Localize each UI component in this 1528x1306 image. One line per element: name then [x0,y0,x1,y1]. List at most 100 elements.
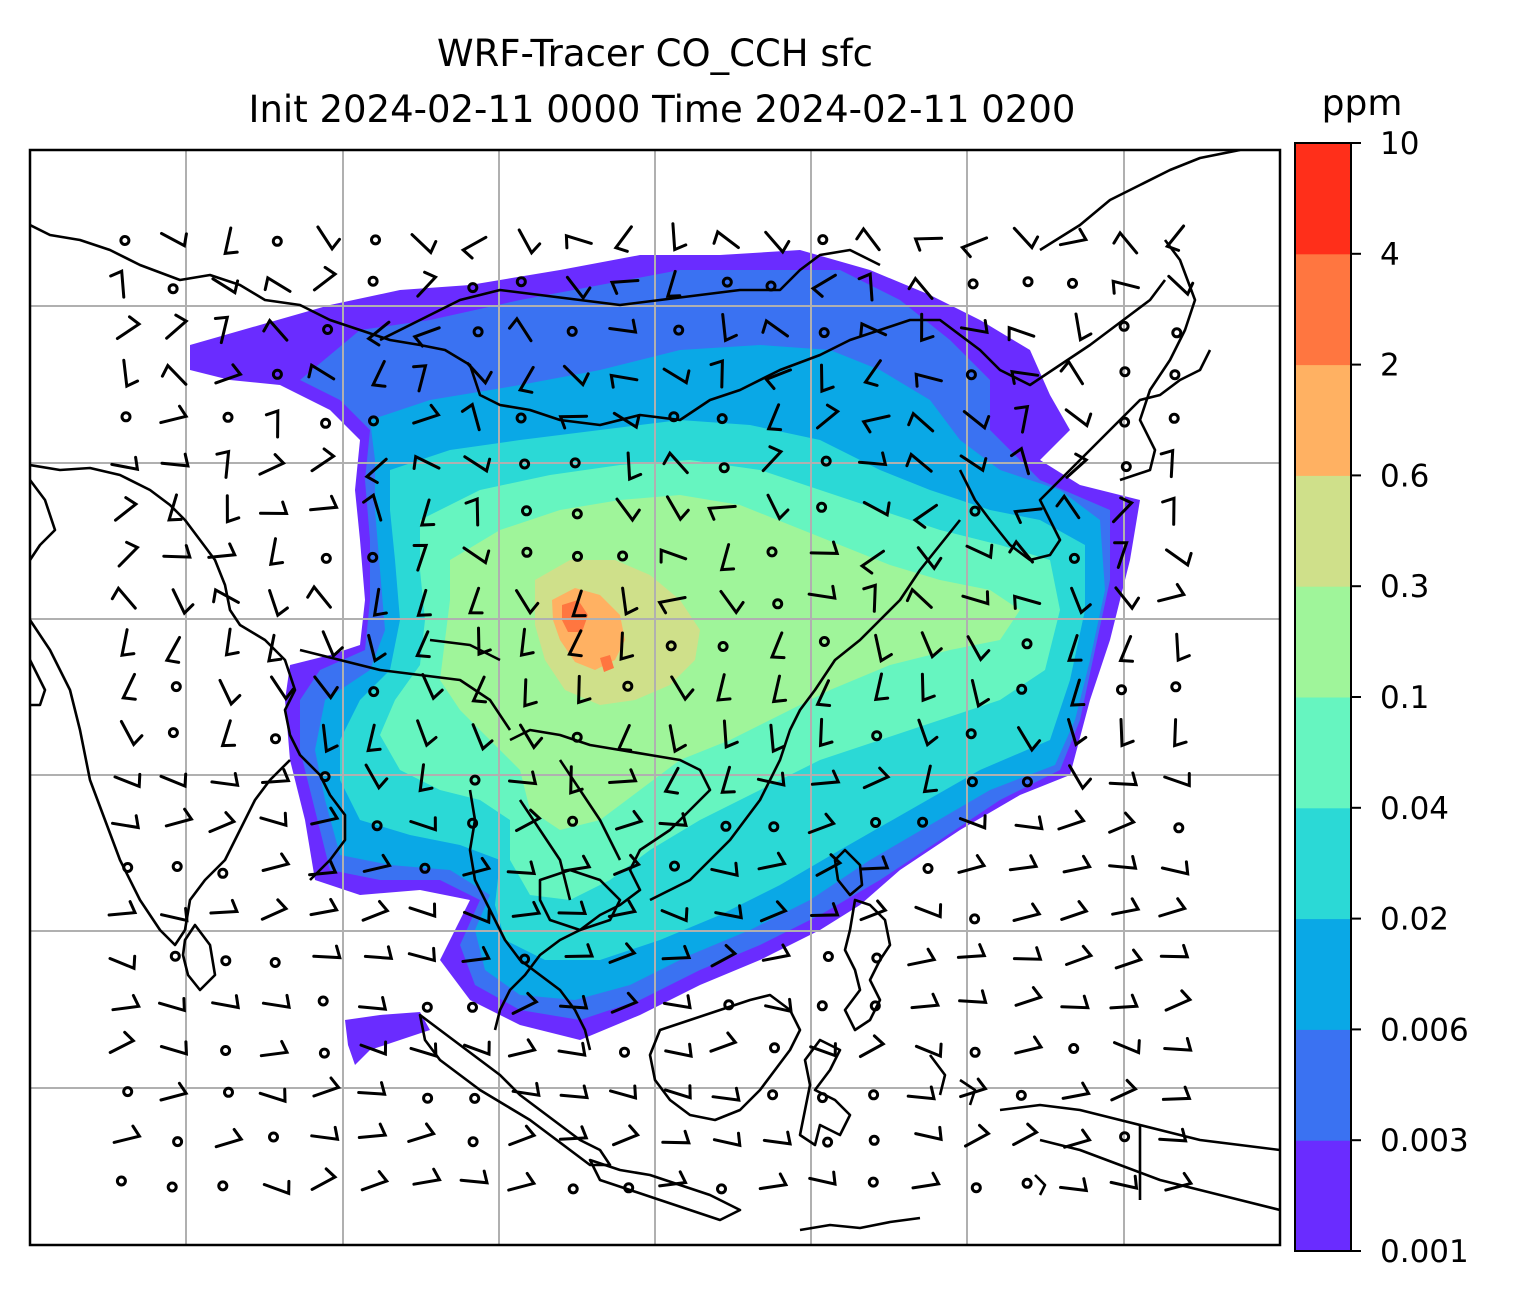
wind-barb [959,319,989,335]
wind-barb [508,770,538,786]
wind-barb [562,854,592,873]
map-panel [30,150,1280,1245]
wind-barb [810,273,837,298]
wind-barb [970,679,990,709]
calm-wind-marker [320,417,332,429]
wind-barb [859,855,890,871]
calm-wind-marker [1119,366,1131,378]
calm-wind-marker [222,411,234,423]
wind-barb [517,365,535,394]
wind-barb [557,900,588,916]
calm-wind-marker [820,455,832,467]
wind-barb [665,269,682,298]
field-patch-sumatra [345,1012,430,1065]
wind-barb [722,719,739,750]
wind-barb [907,411,935,433]
wind-barb [115,315,142,340]
wind-barb [858,1034,886,1058]
wind-barb [160,363,188,386]
map-frame [28,148,1282,1247]
wind-barb [160,231,188,249]
calm-wind-marker [870,817,882,828]
calm-wind-marker [521,546,533,558]
wind-barb [208,811,237,834]
wind-barb [710,944,738,968]
field-band-2-patch [600,655,614,672]
wind-barb [663,766,680,795]
colorbar-cell [1295,1140,1351,1252]
wind-barb [873,672,890,702]
wind-barb [1012,594,1042,610]
calm-wind-marker [818,327,830,339]
calm-wind-marker [965,728,977,740]
calm-wind-marker [567,1183,579,1195]
wind-barb [1061,1081,1091,1100]
wind-barb [158,997,186,1013]
wind-barb [920,672,936,703]
wind-barb [1008,539,1034,564]
wind-barb [171,588,195,616]
wind-barb [407,946,437,963]
wind-barb [761,318,789,338]
coastlines-and-borders [30,150,1280,1232]
wind-barb [661,1129,691,1145]
calm-wind-marker [322,324,334,335]
calm-wind-marker [1067,277,1078,289]
calm-wind-marker [370,234,381,246]
wind-barb [164,807,194,828]
coastline-india-west [30,619,291,947]
wind-barb [462,856,492,877]
calm-wind-marker [619,1046,630,1058]
wind-barb [1007,325,1036,342]
wind-barb [267,633,283,663]
calm-wind-marker [765,280,777,292]
wind-barb [506,860,537,876]
wind-barb [857,271,874,302]
wind-barb [321,630,344,659]
wind-barb [766,403,783,432]
wind-barb [626,451,643,482]
calm-wind-marker [723,999,735,1011]
calm-wind-marker [367,551,379,563]
wind-barb [668,724,687,754]
wind-barb [917,718,939,748]
wind-barb [558,414,589,430]
wind-barb [670,675,695,702]
colorbar-cell [1295,143,1351,255]
calm-wind-marker [472,326,484,338]
wind-barb [1014,1035,1044,1055]
wind-barb [711,1086,741,1102]
calm-wind-marker [1021,1177,1033,1189]
wind-barb [262,1179,291,1196]
wind-barb [762,1130,792,1146]
wind-barb [621,586,639,617]
coastline-china-east [649,519,962,902]
calm-wind-marker [317,995,329,1007]
wind-barb [764,997,793,1014]
wind-barb [460,235,488,260]
calm-wind-marker [1116,684,1127,696]
wind-barb [306,584,332,609]
wind-barb [159,1081,189,1102]
wind-barb [706,504,737,521]
wind-barb [761,445,784,473]
small-islands [799,1054,1047,1232]
wind-barb [769,723,786,754]
wind-barb [1067,634,1083,662]
colorbar-cell [1295,475,1351,587]
wind-barb [415,630,431,659]
calm-wind-marker [1173,822,1185,834]
wind-barb [466,362,493,386]
wind-barb [1110,1078,1138,1102]
wind-barb [1158,897,1188,918]
calm-wind-marker [320,552,332,564]
calm-wind-marker [172,1136,184,1148]
wind-barb [662,994,692,1010]
calm-wind-marker [718,462,730,474]
wind-barb [308,859,338,877]
wind-barb [815,679,832,707]
wind-barb [1060,900,1089,921]
calm-wind-marker [966,776,978,788]
calm-wind-marker [268,1131,279,1143]
